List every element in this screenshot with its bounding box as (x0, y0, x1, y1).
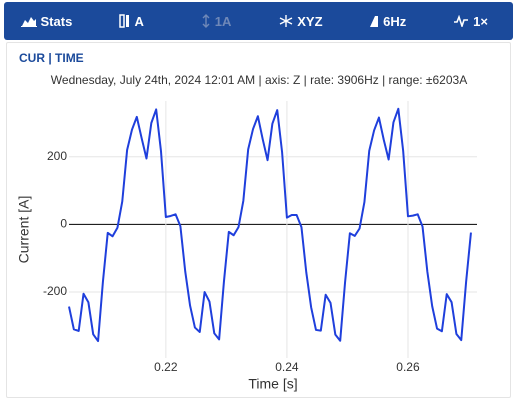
button-label: Stats (40, 13, 73, 29)
y-tick-label: -200 (43, 284, 67, 298)
y-tick-label: 0 (60, 217, 67, 231)
toolbar: Stats A 1A XYZ 6Hz 1× (4, 2, 513, 40)
panel-title: CUR | TIME (19, 51, 84, 65)
chart: Wednesday, July 24th, 2024 12:01 AM | ax… (16, 73, 477, 392)
icon (454, 15, 469, 27)
icon (20, 17, 37, 27)
icon (279, 15, 293, 27)
x-tick-label: 0.24 (275, 360, 299, 374)
icon (118, 14, 129, 28)
data-line (68, 107, 472, 343)
stats-button[interactable]: Stats (4, 2, 89, 40)
button-label: 1A (214, 13, 232, 29)
y-axis-label: Current [A] (16, 196, 32, 264)
chart-subtitle: Wednesday, July 24th, 2024 12:01 AM | ax… (51, 73, 467, 87)
button-label: XYZ (297, 13, 323, 29)
icon (202, 14, 210, 28)
x-axis-label: Time [s] (248, 376, 297, 392)
scale-button[interactable]: 1A (174, 2, 259, 40)
unit-button[interactable]: A (89, 2, 174, 40)
chart-panel: CUR | TIME Wednesday, July 24th, 2024 12… (6, 42, 511, 398)
button-label: 6Hz (383, 13, 407, 29)
axis-button[interactable]: XYZ (258, 2, 343, 40)
button-label: A (134, 13, 144, 29)
x-tick-label: 0.26 (396, 360, 420, 374)
filter-button[interactable]: 6Hz (343, 2, 428, 40)
icon (366, 15, 379, 27)
x-tick-label: 0.22 (154, 360, 178, 374)
y-tick-label: 200 (47, 149, 67, 163)
zoom-button[interactable]: 1× (428, 2, 513, 40)
button-label: 1× (473, 13, 488, 29)
